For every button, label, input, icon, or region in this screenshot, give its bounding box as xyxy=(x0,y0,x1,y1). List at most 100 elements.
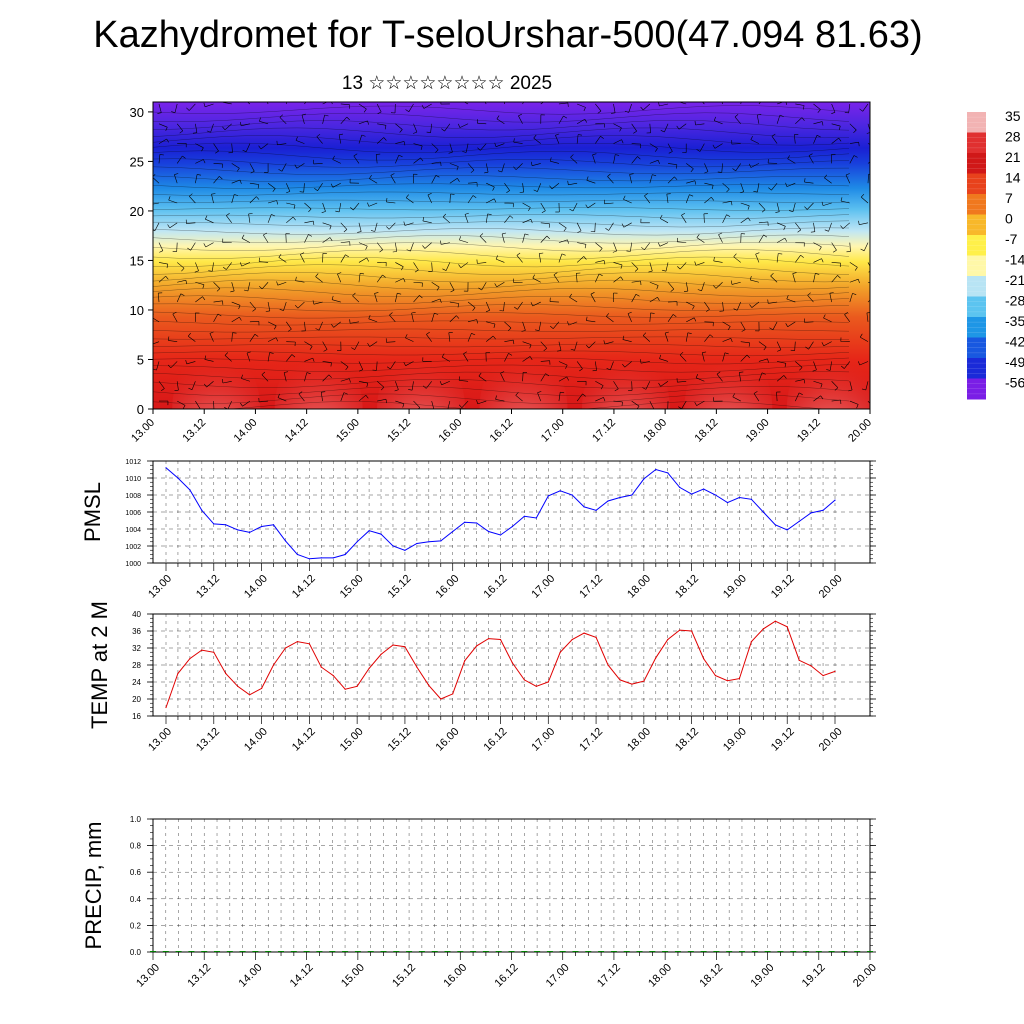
wind-barb-flag xyxy=(821,121,824,126)
wind-barb-flag xyxy=(188,387,193,390)
wind-barb xyxy=(395,141,405,144)
precip-bar xyxy=(534,951,541,952)
x-tick-label: 19.00 xyxy=(721,726,749,754)
series-point xyxy=(762,628,764,630)
colorbar-label: -42 xyxy=(1005,334,1024,350)
colorbar-label: 28 xyxy=(1005,129,1021,145)
wind-barb xyxy=(376,137,384,144)
wind-barb-flag xyxy=(650,312,655,314)
wind-barb xyxy=(300,254,305,263)
wind-barb xyxy=(733,256,741,263)
wind-barb xyxy=(867,174,869,184)
wind-barb-flag xyxy=(363,108,367,113)
wind-barb xyxy=(558,361,568,366)
wind-barb-flag xyxy=(298,391,303,395)
wind-barb xyxy=(588,341,596,349)
colorbar-label: 0 xyxy=(1005,211,1013,227)
wind-barb xyxy=(831,103,836,113)
wind-barb-flag xyxy=(194,270,199,273)
wind-barb-flag xyxy=(697,289,702,292)
wind-barb xyxy=(495,258,505,263)
wind-barb xyxy=(195,262,199,271)
x-tick-label: 20.00 xyxy=(846,417,874,445)
wind-barb xyxy=(358,257,367,263)
wind-barb-flag xyxy=(219,176,223,180)
wind-barb xyxy=(459,239,469,243)
series-point xyxy=(189,489,191,491)
precip-bar xyxy=(674,951,681,952)
wind-barb xyxy=(537,183,542,192)
wind-barb xyxy=(681,215,687,223)
series-point xyxy=(619,679,621,681)
wind-barb xyxy=(558,341,562,351)
wind-barb xyxy=(500,373,505,382)
wind-barb-flag xyxy=(275,337,279,342)
wind-barb xyxy=(757,183,760,193)
wind-barb xyxy=(406,197,414,204)
wind-barb xyxy=(722,201,732,204)
wind-barb xyxy=(735,163,741,172)
wind-barb xyxy=(677,241,687,243)
wind-barb xyxy=(659,358,669,362)
wind-barb-flag xyxy=(514,306,518,310)
wind-barb-flag xyxy=(803,105,805,110)
wind-barb-flag xyxy=(331,324,334,328)
series-point xyxy=(738,678,741,680)
series-point xyxy=(798,659,800,661)
wind-barb xyxy=(501,163,505,173)
wind-barb xyxy=(813,242,822,248)
wind-barb-flag xyxy=(629,173,634,175)
wind-barb-flag xyxy=(821,201,824,206)
wind-barb-flag xyxy=(607,173,611,177)
wind-barb xyxy=(479,235,487,243)
wind-barb-flag xyxy=(300,252,305,255)
precip-bar xyxy=(726,951,733,952)
wind-barb-flag xyxy=(462,151,467,153)
wind-barb-flag xyxy=(586,316,588,321)
wind-barb-flag xyxy=(713,116,716,121)
contour-line xyxy=(153,287,850,298)
wind-barb xyxy=(849,262,858,268)
wind-barb xyxy=(849,400,859,405)
wind-barb xyxy=(322,222,332,226)
wind-barb-flag xyxy=(637,156,641,160)
wind-barb xyxy=(317,183,323,191)
wind-barb xyxy=(701,352,705,362)
wind-barb xyxy=(205,218,214,224)
wind-barb xyxy=(722,338,732,342)
wind-barb-flag xyxy=(821,342,824,347)
wind-barb-flag xyxy=(422,217,425,221)
wind-barb xyxy=(249,182,259,185)
wind-barb xyxy=(750,163,760,168)
wind-barb-flag xyxy=(785,323,788,327)
wind-barb-flag xyxy=(634,268,639,272)
wind-barb-flag xyxy=(804,206,808,210)
wind-barb xyxy=(642,103,651,111)
wind-barb xyxy=(281,163,287,172)
wind-barb-flag xyxy=(457,178,460,182)
wind-barb xyxy=(213,300,223,303)
wind-barb-flag xyxy=(622,363,626,368)
wind-barb-flag xyxy=(807,292,811,296)
wind-barb xyxy=(540,202,546,211)
contour-line xyxy=(153,350,850,357)
precip-bar xyxy=(418,951,425,952)
contour-line xyxy=(153,343,850,348)
colorbar-swatch xyxy=(967,337,986,359)
x-tick-label: 13.00 xyxy=(146,726,174,754)
wind-barb xyxy=(465,143,469,153)
wind-barb xyxy=(333,321,341,328)
wind-barb xyxy=(537,392,542,402)
wind-barb-flag xyxy=(658,242,661,247)
wind-barb xyxy=(686,180,695,184)
wind-barb-flag xyxy=(367,342,370,347)
series-point xyxy=(428,541,430,543)
wind-barb xyxy=(649,297,658,303)
wind-barb xyxy=(722,182,730,190)
wind-barb xyxy=(259,121,269,125)
wind-barb xyxy=(431,143,439,151)
wind-barb xyxy=(623,222,632,228)
precip-bar xyxy=(739,951,745,952)
wind-barb xyxy=(685,194,690,204)
series-point xyxy=(583,506,585,508)
